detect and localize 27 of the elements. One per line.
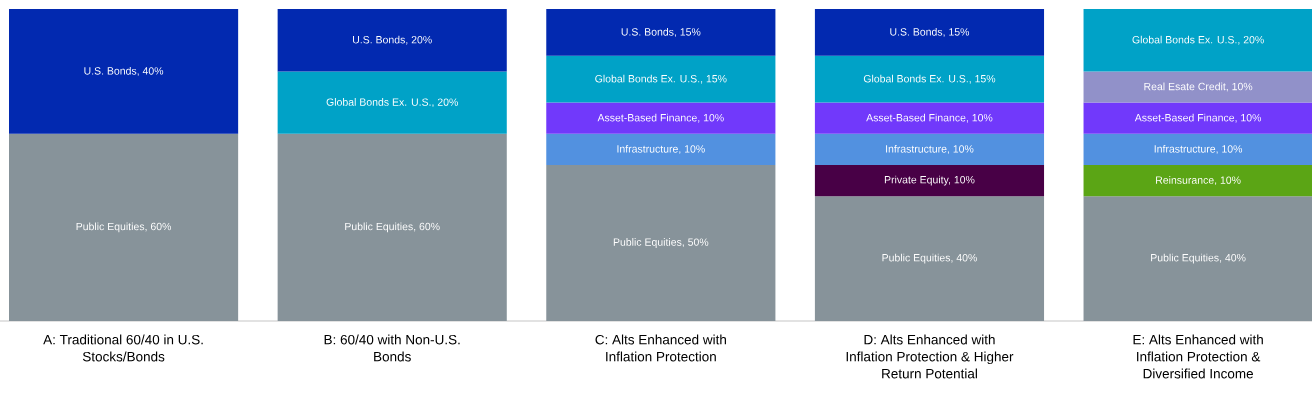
data-label: Infrastructure, 10% bbox=[886, 144, 974, 154]
data-label: Infrastructure, 10% bbox=[617, 144, 705, 154]
data-label: Public Equities, 50% bbox=[613, 238, 709, 248]
data-label: Private Equity, 10% bbox=[884, 175, 975, 186]
data-label: Real Esate Credit, 10% bbox=[1144, 82, 1253, 92]
x-tick-label: D: Alts Enhanced with Inflation Protection & Higher Return Potential bbox=[846, 334, 1014, 379]
data-label: Asset-Based Finance, 10% bbox=[1134, 113, 1262, 123]
x-tick-label: E: Alts Enhanced with Inflation Protection & Diversified Income bbox=[1133, 334, 1263, 379]
data-label: Global Bonds Ex. U.S., 20% bbox=[1132, 35, 1264, 45]
data-label: Public Equities, 40% bbox=[1151, 253, 1246, 264]
data-label: U.S. Bonds, 40% bbox=[84, 66, 164, 76]
x-tick-label: A: Traditional 60/40 in U.S. Stocks/Bonds bbox=[43, 334, 203, 362]
data-label: Infrastructure, 10% bbox=[1154, 144, 1243, 154]
x-tick-label: C: Alts Enhanced with Inflation Protection bbox=[595, 334, 726, 362]
data-label: Public Equities, 60% bbox=[76, 222, 172, 233]
data-label: Global Bonds Ex. U.S., 15% bbox=[863, 74, 996, 84]
data-label: U.S. Bonds, 15% bbox=[890, 27, 970, 37]
data-label: Asset-Based Finance, 10% bbox=[866, 113, 993, 123]
data-label: Global Bonds Ex. U.S., 15% bbox=[595, 74, 727, 84]
data-label: U.S. Bonds, 15% bbox=[621, 27, 701, 37]
data-label: Public Equities, 40% bbox=[882, 253, 977, 264]
data-label: Reinsurance, 10% bbox=[1156, 176, 1241, 186]
data-label: Global Bonds Ex. U.S., 20% bbox=[326, 98, 458, 108]
data-label: Asset-Based Finance, 10% bbox=[597, 113, 724, 123]
data-label: U.S. Bonds, 20% bbox=[353, 35, 432, 45]
x-tick-label: B: 60/40 with Non-U.S. Bonds bbox=[324, 334, 460, 362]
data-label: Public Equities, 60% bbox=[345, 222, 440, 233]
